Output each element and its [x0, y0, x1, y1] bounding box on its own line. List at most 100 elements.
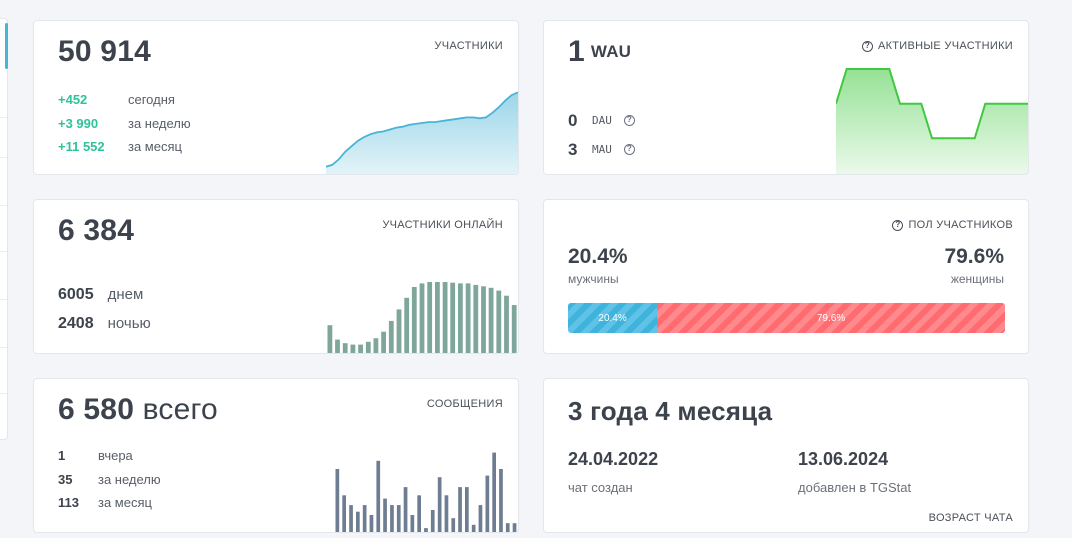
online-bar	[458, 283, 463, 353]
online-bar	[335, 339, 340, 353]
online-bar	[381, 331, 386, 353]
active-area	[836, 69, 1028, 174]
mau-help-icon[interactable]: ?	[623, 144, 635, 155]
gender-bar[interactable]: 20.4% 79.6%	[568, 303, 1005, 333]
active-members-card[interactable]: 1 WAU ? АКТИВНЫЕ УЧАСТНИКИ 0 DAU ? 3 MAU ?	[543, 20, 1029, 175]
online-bar	[404, 297, 410, 353]
growth-value: +452	[58, 92, 88, 108]
help-icon[interactable]: ?	[892, 219, 904, 231]
growth-label: сегодня	[128, 92, 175, 108]
online-bar	[419, 283, 425, 353]
messages-bar	[451, 518, 456, 532]
messages-value: 113	[58, 495, 79, 511]
online-night-label: ночью	[107, 315, 151, 332]
help-icon[interactable]: ?	[861, 40, 873, 52]
active-line	[836, 68, 1028, 140]
messages-row-yesterday: 1 вчера	[58, 444, 161, 468]
gender-title: ? ПОЛ УЧАСТНИКОВ	[892, 219, 1013, 231]
messages-list: 1 вчера 35 за неделю 113 за месяц	[58, 444, 161, 515]
chat-age-card[interactable]: 3 года 4 месяца 24.04.2022 чат создан 13…	[543, 378, 1029, 533]
online-total: 6 384	[58, 214, 135, 247]
messages-bar	[437, 477, 442, 532]
messages-total-number: 6 580	[58, 393, 135, 426]
sidebar-divider	[0, 205, 7, 206]
online-hourly-chart[interactable]	[326, 282, 518, 354]
online-bar	[488, 287, 494, 353]
messages-bar	[458, 487, 462, 532]
messages-row-month: 113 за месяц	[58, 491, 161, 515]
sidebar-divider	[0, 251, 7, 252]
sidebar-divider	[0, 117, 7, 118]
online-bar	[435, 282, 440, 353]
messages-bar	[403, 487, 408, 532]
members-trend-chart[interactable]	[326, 83, 518, 175]
messages-label: за неделю	[98, 471, 161, 487]
messages-bar	[349, 505, 353, 532]
online-card[interactable]: 6 384 УЧАСТНИКИ ОНЛАЙН 6005 днем 2408 но…	[33, 199, 519, 354]
messages-bar	[342, 495, 346, 532]
messages-bar	[410, 515, 415, 532]
created-date: 24.04.2022	[568, 449, 659, 469]
mau-label: MAU	[592, 143, 612, 156]
messages-bar	[499, 469, 503, 532]
dau-value: 0	[568, 110, 578, 130]
online-night-value: 2408	[58, 315, 94, 332]
members-card[interactable]: 50 914 УЧАСТНИКИ +452 сегодня +3 990 за …	[33, 20, 519, 175]
messages-daily-chart[interactable]	[334, 451, 518, 533]
growth-value: +3 990	[58, 115, 99, 131]
sidebar-divider	[0, 157, 7, 158]
female-segment[interactable]: 79.6%	[657, 303, 1005, 333]
added-label: добавлен в TGStat	[798, 480, 912, 495]
messages-bar	[485, 475, 490, 532]
online-bar	[496, 290, 502, 353]
members-growth-list: +452 сегодня +3 990 за неделю +11 552 за…	[58, 88, 191, 159]
online-bar	[450, 282, 456, 353]
online-bar	[396, 309, 402, 353]
messages-bar	[396, 505, 401, 532]
messages-bar	[492, 452, 496, 532]
male-segment[interactable]: 20.4%	[568, 303, 658, 333]
online-day-label: днем	[107, 286, 144, 303]
messages-bar	[478, 505, 483, 532]
dau-help-icon[interactable]: ?	[623, 115, 635, 126]
messages-bar	[505, 523, 510, 532]
messages-bar	[356, 511, 360, 532]
sidebar-divider	[0, 347, 7, 348]
members-line	[326, 91, 518, 168]
growth-row-month: +11 552 за месяц	[58, 135, 191, 159]
members-title: УЧАСТНИКИ	[434, 40, 503, 52]
online-bar	[481, 286, 486, 353]
members-total: 50 914	[58, 35, 151, 68]
online-bar	[327, 325, 333, 353]
messages-bar	[444, 495, 449, 532]
messages-card[interactable]: 6 580 всего СООБЩЕНИЯ 1 вчера 35 за неде…	[33, 378, 519, 533]
mau-row: 3 MAU ?	[568, 135, 635, 164]
messages-bar	[390, 505, 394, 532]
online-bar	[511, 305, 517, 353]
wau-value: 1 WAU	[568, 35, 631, 69]
female-label: женщины	[950, 272, 1004, 286]
created-label: чат создан	[568, 480, 633, 495]
added-column: 13.06.2024 добавлен в TGStat	[798, 449, 911, 495]
online-bar	[388, 320, 394, 353]
sidebar-edge	[0, 18, 8, 440]
growth-value: +11 552	[58, 139, 105, 155]
active-title-text: АКТИВНЫЕ УЧАСТНИКИ	[877, 40, 1013, 52]
messages-bar	[430, 510, 435, 532]
messages-bar	[362, 505, 367, 532]
messages-total: 6 580 всего	[58, 393, 218, 427]
messages-label: за месяц	[98, 495, 152, 511]
messages-bar	[424, 528, 428, 532]
gender-card[interactable]: ? ПОЛ УЧАСТНИКОВ 20.4% мужчины 79.6% женщ…	[543, 199, 1029, 354]
online-night-row: 2408 ночью	[58, 315, 151, 344]
messages-total-suffix: всего	[142, 393, 218, 426]
online-bar	[504, 295, 509, 353]
online-bar	[365, 341, 371, 353]
gender-title-text: ПОЛ УЧАСТНИКОВ	[908, 219, 1013, 231]
online-bar	[350, 344, 356, 353]
online-bar	[427, 282, 433, 353]
active-members-title: ? АКТИВНЫЕ УЧАСТНИКИ	[861, 40, 1013, 52]
active-trend-chart[interactable]	[836, 67, 1028, 175]
dau-label: DAU	[592, 114, 612, 127]
chat-age-value: 3 года 4 месяца	[568, 396, 773, 426]
